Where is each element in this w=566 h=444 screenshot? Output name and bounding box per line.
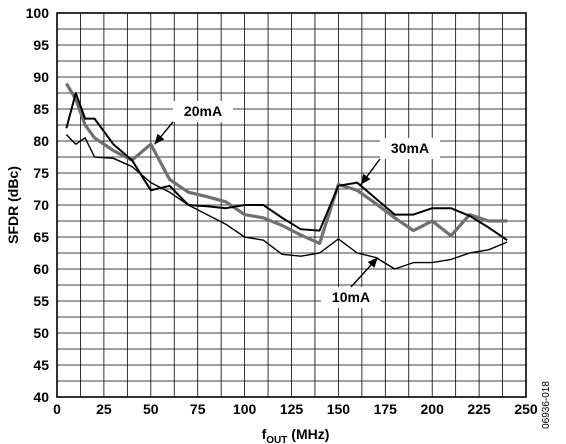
annotation-20ma-arrow-head	[154, 133, 165, 145]
x-axis-title-main: f	[262, 426, 267, 442]
annotation-20ma-box	[173, 101, 233, 122]
y-tick-label: 80	[33, 133, 49, 149]
y-tick-label: 55	[33, 293, 49, 309]
x-tick-label: 175	[374, 401, 398, 417]
annotation-30ma: 30mA	[391, 140, 429, 156]
x-tick-label: 75	[190, 401, 206, 417]
x-tick-label: 150	[327, 401, 351, 417]
x-tick-label: 50	[143, 401, 159, 417]
series-line-10ma	[65, 134, 508, 270]
x-axis-title: fOUT (MHz)	[262, 426, 330, 444]
grid	[56, 12, 527, 398]
y-tick-label: 85	[33, 101, 49, 117]
y-tick-label: 100	[26, 5, 50, 21]
x-tick-label: 250	[514, 401, 538, 417]
x-axis-title-sub: OUT	[266, 435, 287, 444]
y-tick-label: 75	[33, 165, 49, 181]
y-tick-labels: 40 45 50 55 60 65 70 75 80 85 90 95 100	[26, 5, 50, 405]
annotation-20ma: 20mA	[184, 103, 222, 119]
annotation-group: 20mA 30mA 10mA	[154, 101, 440, 308]
y-tick-label: 40	[33, 389, 49, 405]
x-tick-label: 125	[280, 401, 304, 417]
y-tick-label: 45	[33, 357, 49, 373]
y-tick-label: 60	[33, 261, 49, 277]
x-tick-label: 25	[96, 401, 112, 417]
annotation-10ma-arrow-head	[367, 257, 378, 268]
figure-code: 06936-018	[541, 381, 552, 429]
annotation-30ma-box	[380, 138, 440, 159]
y-axis-title: SFDR (dBc)	[5, 166, 21, 244]
x-axis-title-unit: (MHz)	[287, 426, 329, 442]
series-line-30ma	[65, 92, 508, 242]
annotation-30ma-arrow-head	[360, 173, 371, 185]
plot-frame	[56, 12, 527, 398]
annotation-10ma: 10mA	[332, 289, 370, 305]
x-tick-label: 0	[53, 401, 61, 417]
x-tick-label: 200	[421, 401, 445, 417]
y-tick-label: 65	[33, 229, 49, 245]
series-line-20ma	[65, 82, 508, 245]
y-tick-label: 90	[33, 69, 49, 85]
annotation-10ma-box	[321, 287, 381, 308]
x-tick-labels: 0 25 50 75 100 125 150 175 200 225 250	[53, 401, 538, 417]
x-tick-label: 225	[467, 401, 491, 417]
y-tick-label: 50	[33, 325, 49, 341]
y-tick-label: 95	[33, 37, 49, 53]
series-group	[65, 82, 508, 270]
y-tick-label: 70	[33, 197, 49, 213]
x-tick-label: 100	[233, 401, 257, 417]
